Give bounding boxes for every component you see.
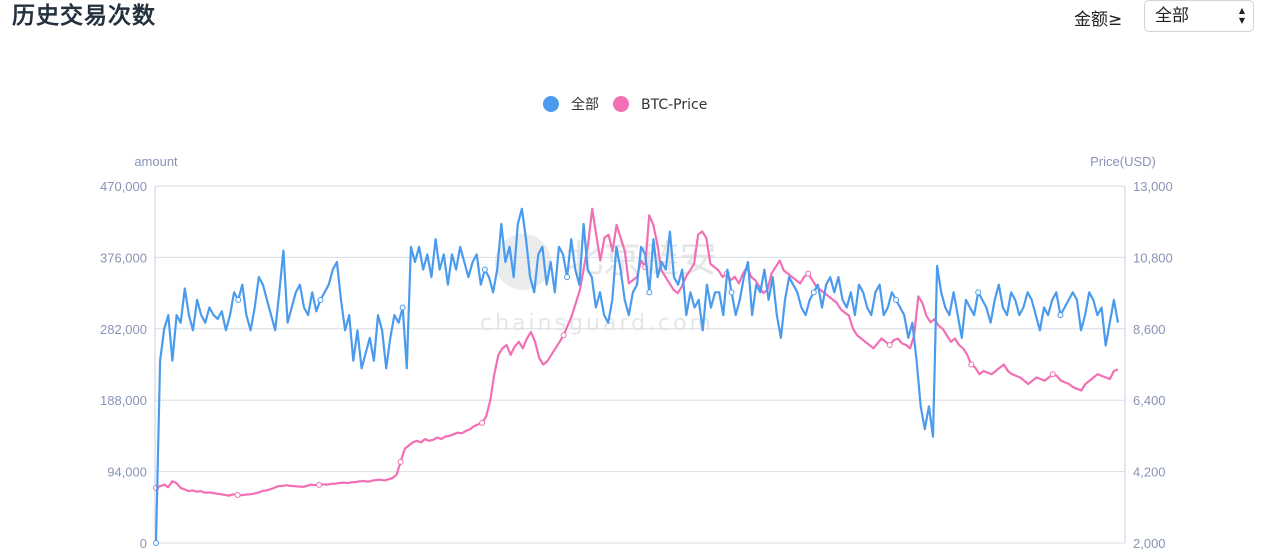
legend[interactable]: 全部 BTC-Price <box>543 96 707 113</box>
left-tick-label: 188,000 <box>100 393 147 408</box>
point-all[interactable] <box>728 289 735 296</box>
left-tick-label: 376,000 <box>100 250 147 265</box>
point-all[interactable] <box>481 266 488 273</box>
point-all[interactable] <box>317 296 324 303</box>
right-axis: 2,000 4,200 6,400 8,600 10,800 13,000 Price(US… <box>1090 154 1173 551</box>
point-btc-price[interactable] <box>397 458 404 465</box>
select-arrows-icon: ▲ ▼ <box>1238 6 1245 25</box>
point-all[interactable] <box>1057 312 1064 319</box>
point-btc-price[interactable] <box>560 332 567 339</box>
amount-filter-select[interactable]: 全部 ▲ ▼ <box>1144 0 1254 32</box>
point-all[interactable] <box>564 274 571 281</box>
left-tick-label: 0 <box>140 536 147 551</box>
point-btc-price[interactable] <box>968 361 975 368</box>
point-all[interactable] <box>893 296 899 303</box>
right-tick-label: 6,400 <box>1133 393 1166 408</box>
right-tick-label: 4,200 <box>1133 465 1166 480</box>
point-all[interactable] <box>975 289 982 296</box>
amount-filter-value: 全部 <box>1155 6 1189 26</box>
point-btc-price[interactable] <box>316 481 323 488</box>
legend-label[interactable]: BTC-Price <box>641 97 707 113</box>
point-all[interactable] <box>235 296 242 303</box>
right-tick-label: 10,800 <box>1133 250 1173 265</box>
point-all[interactable] <box>646 289 653 296</box>
point-btc-price[interactable] <box>234 491 241 498</box>
left-tick-label: 470,000 <box>100 179 147 194</box>
left-axis: 0 94,000 188,000 282,000 376,000 470,000 amoun… <box>100 154 178 551</box>
point-btc-price[interactable] <box>886 342 893 349</box>
right-tick-label: 13,000 <box>1133 179 1173 194</box>
point-btc-price[interactable] <box>1049 371 1056 378</box>
page-title: 历史交易次数 <box>12 3 156 29</box>
point-btc-price[interactable] <box>479 419 486 426</box>
point-all[interactable] <box>153 540 159 546</box>
series-layer <box>153 207 1120 546</box>
legend-marker[interactable] <box>613 96 629 112</box>
left-tick-label: 282,000 <box>100 322 147 337</box>
legend-marker[interactable] <box>543 96 559 112</box>
amount-filter-label: 金额≥ <box>1074 10 1123 30</box>
point-btc-price[interactable] <box>805 270 812 277</box>
right-tick-label: 8,600 <box>1133 322 1166 337</box>
right-tick-label: 2,000 <box>1133 536 1166 551</box>
series-line-all[interactable] <box>154 207 1120 544</box>
point-all[interactable] <box>810 289 817 296</box>
point-all[interactable] <box>399 304 406 311</box>
left-tick-label: 94,000 <box>107 465 147 480</box>
right-axis-title: Price(USD) <box>1090 154 1156 169</box>
watermark-sub: chainsguard.com <box>480 311 714 336</box>
legend-label[interactable]: 全部 <box>571 96 599 113</box>
left-axis-title: amount <box>134 154 178 169</box>
